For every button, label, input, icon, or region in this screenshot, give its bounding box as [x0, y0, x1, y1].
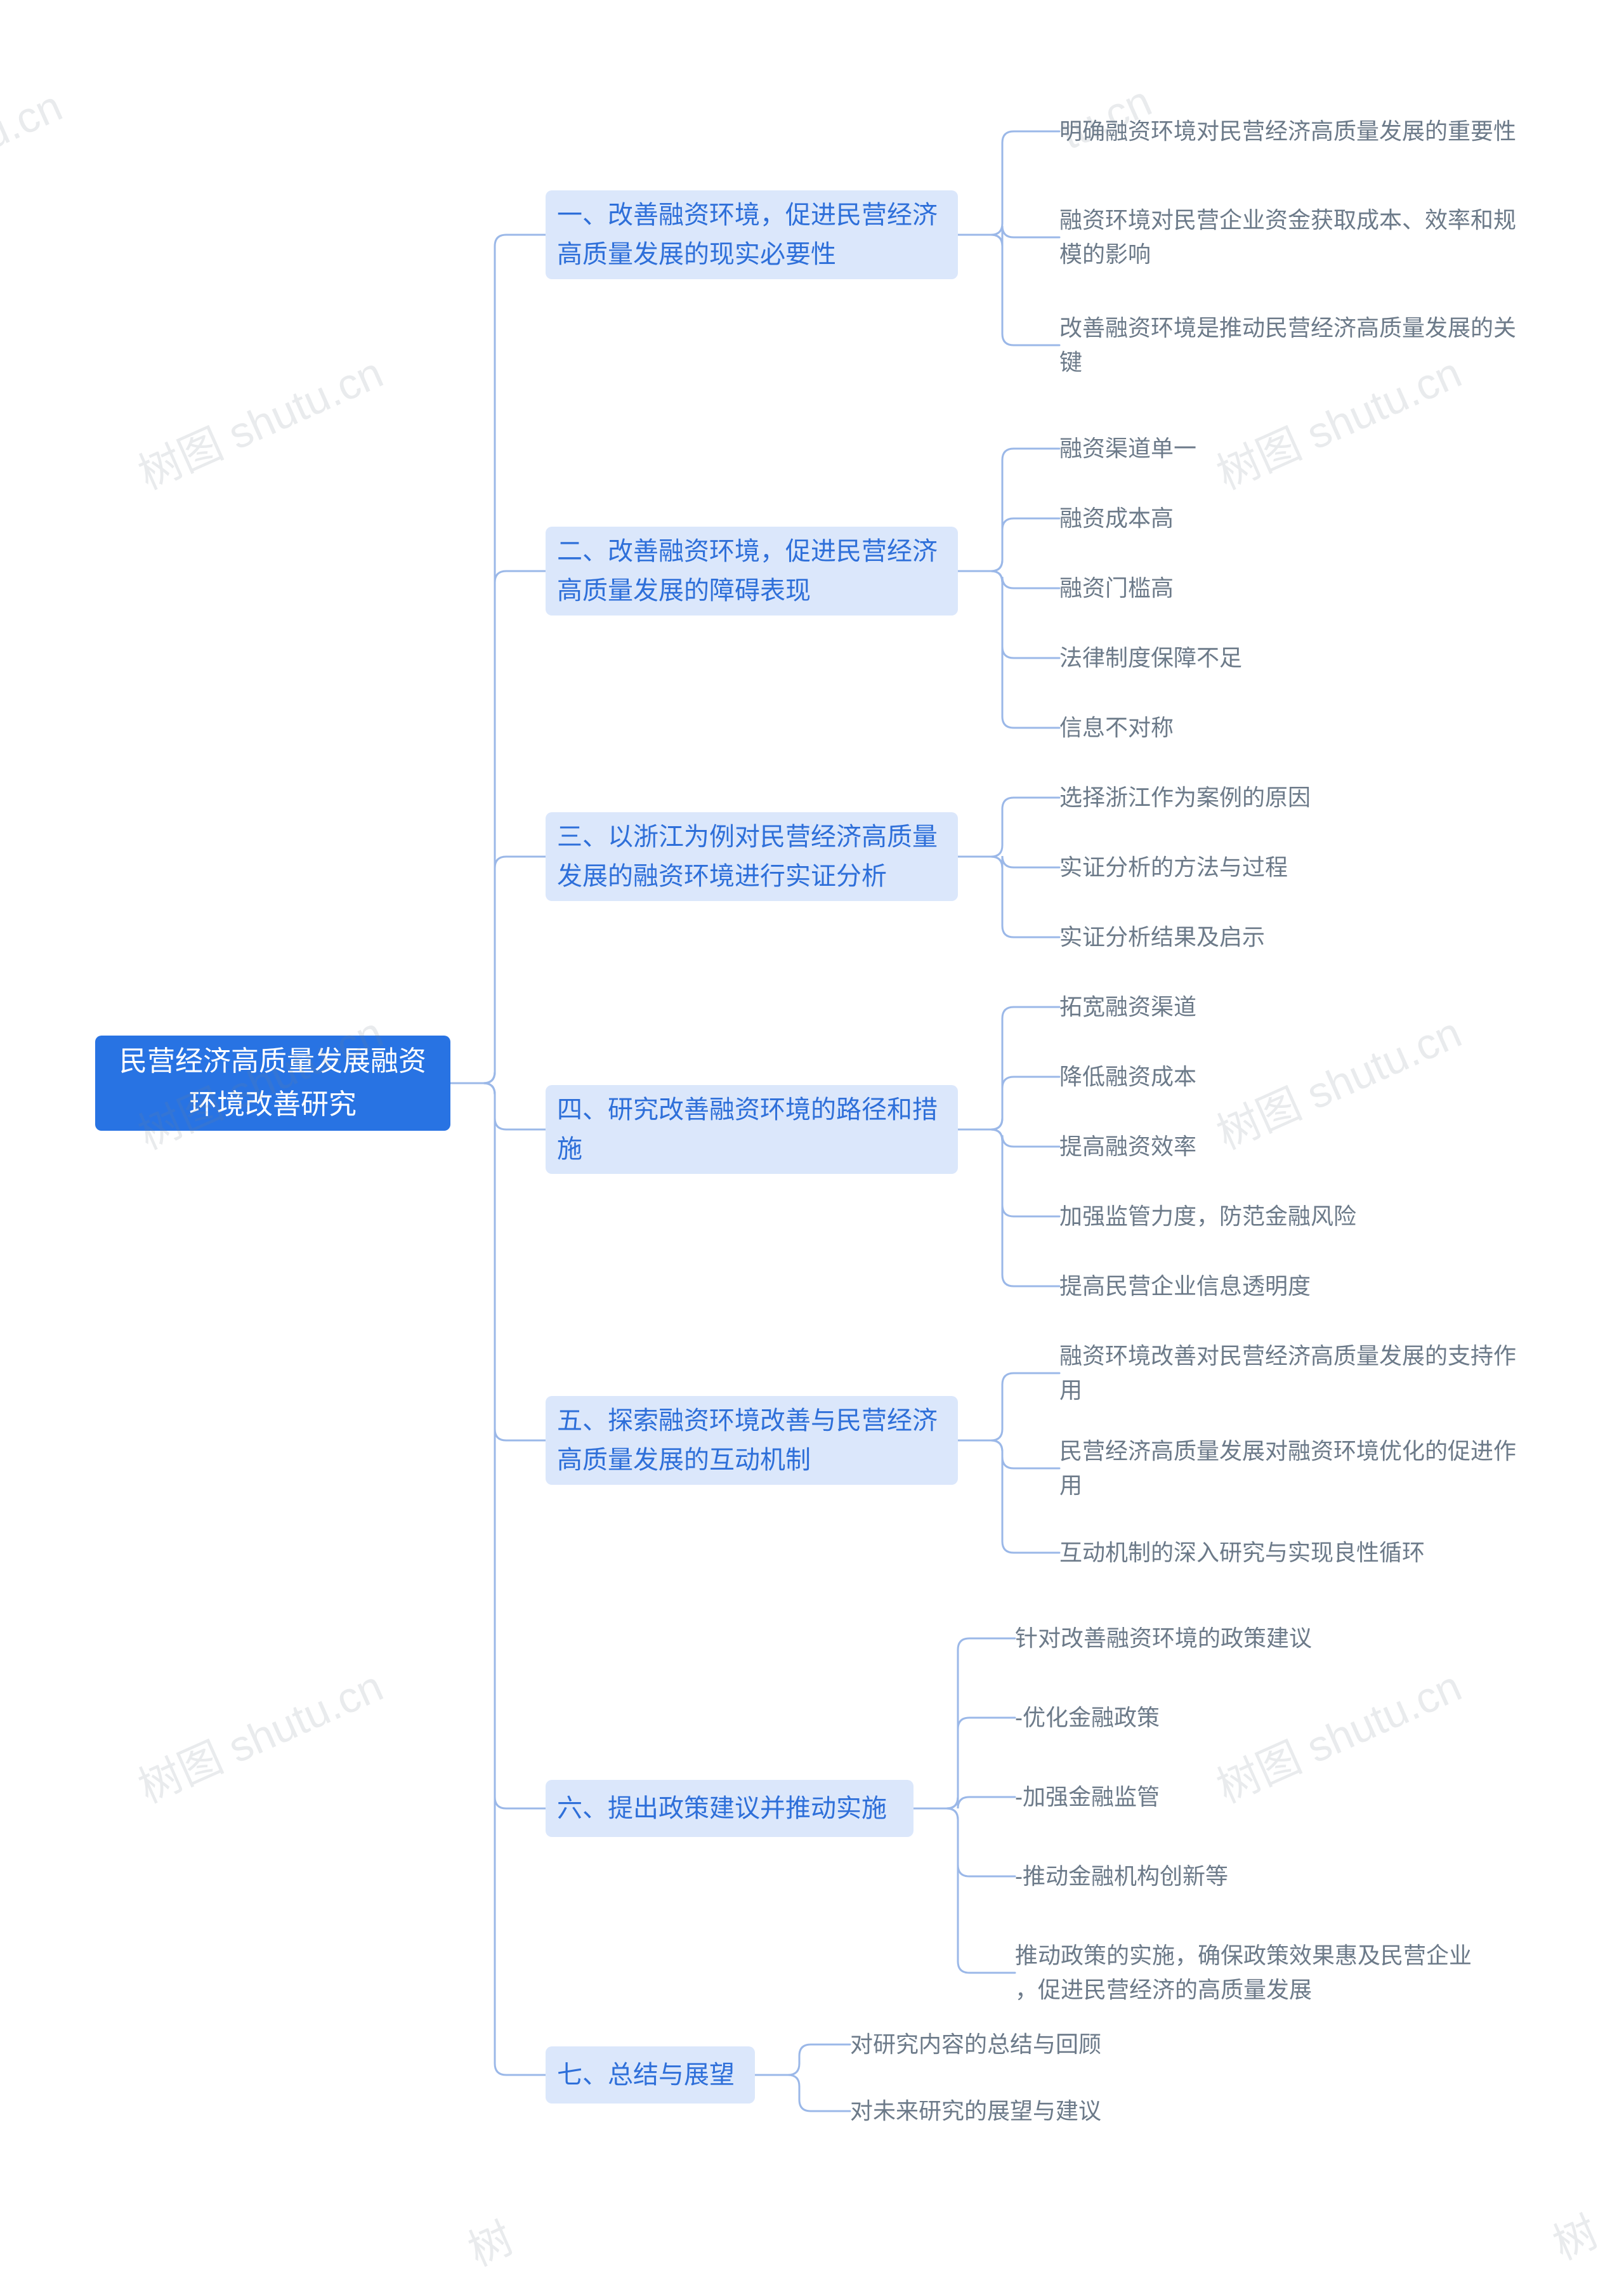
leaf-node-2-4: 法律制度保障不足	[1059, 641, 1242, 675]
watermark: 树图 shutu.cn	[127, 338, 391, 501]
leaf-node-6-4: -推动金融机构创新等	[1015, 1859, 1228, 1893]
leaf-node-2-5: 信息不对称	[1059, 711, 1174, 745]
leaf-node-5-1: 融资环境改善对民营经济高质量发展的支持作用	[1059, 1339, 1516, 1407]
leaf-node-2-2: 融资成本高	[1059, 501, 1174, 536]
leaf-node-6-1: 针对改善融资环境的政策建议	[1015, 1621, 1312, 1656]
leaf-node-1-2: 融资环境对民营企业资金获取成本、效率和规模的影响	[1059, 203, 1516, 272]
leaf-node-4-1: 拓宽融资渠道	[1059, 990, 1196, 1024]
watermark: 树图 shutu.cn	[1205, 1651, 1470, 1815]
leaf-node-1-1: 明确融资环境对民营经济高质量发展的重要性	[1059, 114, 1516, 148]
root-node: 民营经济高质量发展融资环境改善研究	[95, 1036, 450, 1131]
leaf-node-2-1: 融资渠道单一	[1059, 431, 1196, 466]
leaf-node-6-5: 推动政策的实施，确保政策效果惠及民营企业，促进民营经济的高质量发展	[1015, 1939, 1472, 2007]
leaf-node-7-1: 对研究内容的总结与回顾	[850, 2027, 1101, 2062]
leaf-node-4-4: 加强监管力度，防范金融风险	[1059, 1199, 1356, 1234]
branch-node-2: 二、改善融资环境，促进民营经济高质量发展的障碍表现	[546, 527, 958, 616]
leaf-node-3-2: 实证分析的方法与过程	[1059, 850, 1288, 885]
branch-node-4: 四、研究改善融资环境的路径和措施	[546, 1085, 958, 1174]
watermark: 树图 shutu.cn	[1205, 997, 1470, 1161]
leaf-node-5-2: 民营经济高质量发展对融资环境优化的促进作用	[1059, 1434, 1516, 1503]
watermark: 树图 shutu.cn	[127, 1651, 391, 1815]
leaf-node-4-3: 提高融资效率	[1059, 1129, 1196, 1164]
leaf-node-5-3: 互动机制的深入研究与实现良性循环	[1059, 1536, 1425, 1570]
watermark: 树	[1542, 2197, 1606, 2272]
leaf-node-6-2: -优化金融政策	[1015, 1701, 1160, 1735]
branch-node-7: 七、总结与展望	[546, 2046, 755, 2104]
leaf-node-1-3: 改善融资环境是推动民营经济高质量发展的关键	[1059, 311, 1516, 379]
leaf-node-2-3: 融资门槛高	[1059, 571, 1174, 605]
leaf-node-3-3: 实证分析结果及启示	[1059, 920, 1265, 954]
watermark: u.cn	[0, 81, 69, 160]
watermark: 树	[457, 2203, 521, 2278]
branch-node-5: 五、探索融资环境改善与民营经济高质量发展的互动机制	[546, 1396, 958, 1485]
leaf-node-7-2: 对未来研究的展望与建议	[850, 2094, 1101, 2128]
leaf-node-4-5: 提高民营企业信息透明度	[1059, 1269, 1311, 1303]
branch-node-1: 一、改善融资环境，促进民营经济高质量发展的现实必要性	[546, 190, 958, 279]
leaf-node-3-1: 选择浙江作为案例的原因	[1059, 780, 1311, 815]
leaf-node-4-2: 降低融资成本	[1059, 1060, 1196, 1094]
leaf-node-6-3: -加强金融监管	[1015, 1780, 1160, 1814]
branch-node-6: 六、提出政策建议并推动实施	[546, 1780, 914, 1837]
branch-node-3: 三、以浙江为例对民营经济高质量发展的融资环境进行实证分析	[546, 812, 958, 901]
